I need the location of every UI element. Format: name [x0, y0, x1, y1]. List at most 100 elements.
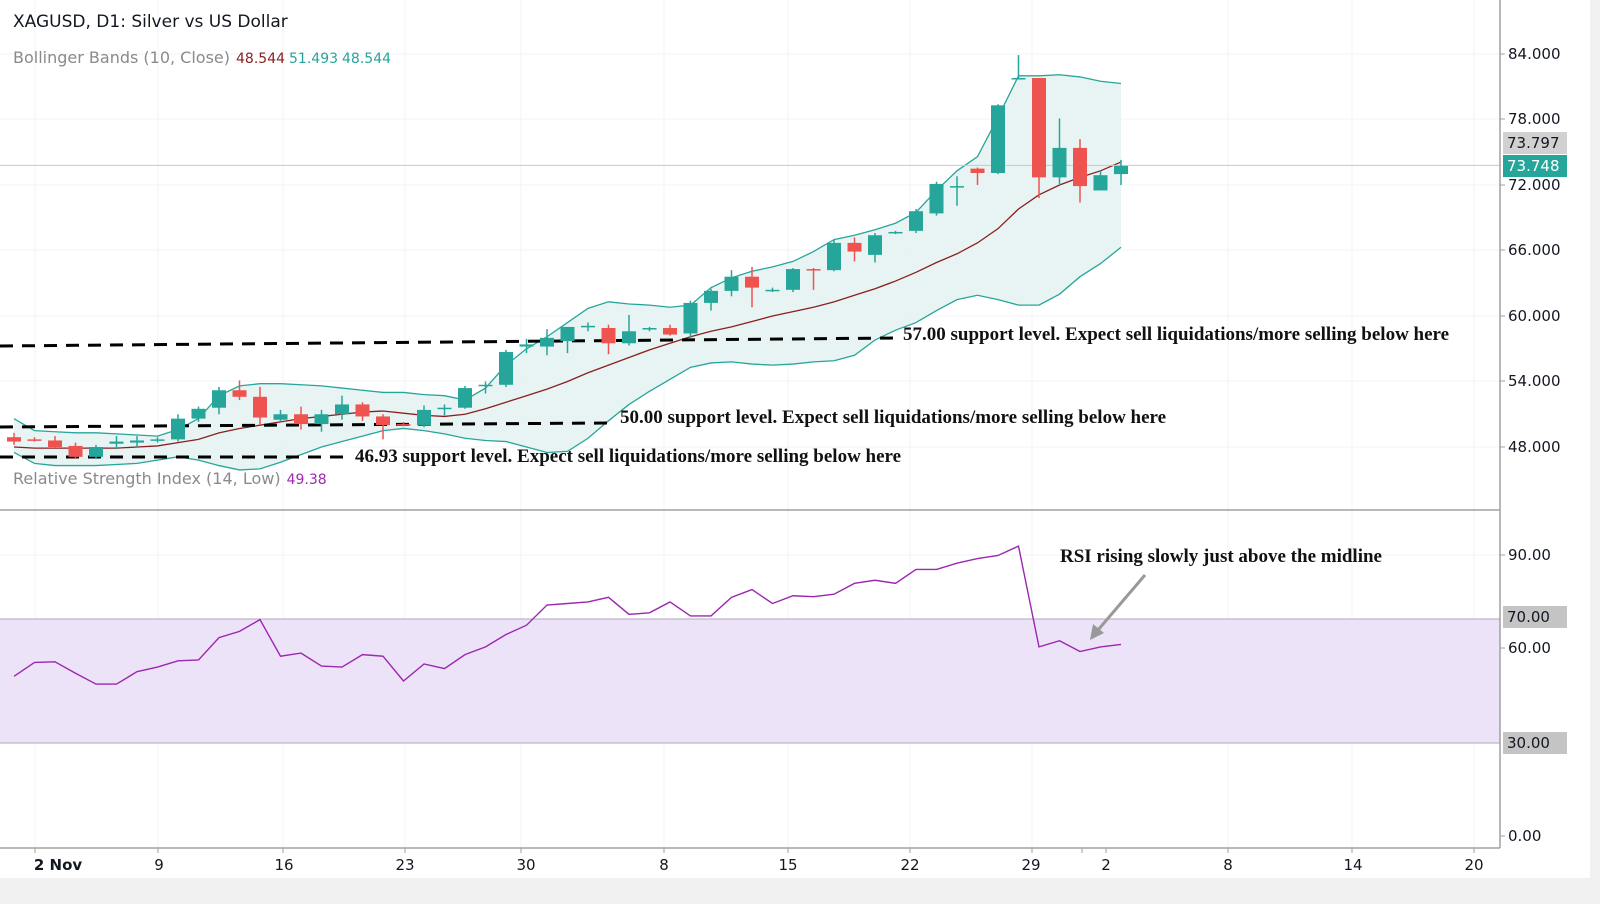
candle-body [601, 328, 616, 344]
candle-body [335, 404, 349, 415]
candle-body [1011, 78, 1026, 80]
candle-body [417, 409, 431, 426]
bollinger-upper-value: 51.493 [289, 51, 339, 67]
time-label: 22 [900, 856, 920, 874]
bottom-bar [0, 878, 1600, 904]
rsi-label: Relative Strength Index (14, Low) [13, 469, 281, 488]
candle-body [48, 440, 62, 448]
rsi-band [0, 619, 1500, 743]
candle-body [458, 388, 472, 408]
candle-body [171, 418, 185, 440]
bollinger-fill [14, 74, 1121, 470]
rsi-value: 49.38 [286, 472, 327, 488]
candle-body [396, 424, 411, 426]
annotation-support-57: 57.00 support level. Expect sell liquida… [903, 324, 1450, 345]
candle-body [683, 302, 698, 334]
candle-body [355, 404, 370, 417]
price-tick: 54.000 [1508, 372, 1561, 390]
time-label: 23 [395, 856, 415, 874]
candle-body [150, 439, 165, 441]
time-label: 29 [1021, 856, 1041, 874]
candle-body [745, 276, 759, 288]
rsi-overbought-tag: 70.00 [1503, 606, 1567, 628]
rsi-tick: 0.00 [1508, 827, 1542, 845]
time-label: 2 [1101, 856, 1111, 874]
candle-body [765, 289, 780, 292]
candle-body [212, 390, 226, 408]
candle-body [560, 326, 575, 342]
candle-body [499, 352, 513, 385]
candle-body [724, 276, 739, 291]
bollinger-basis-line [13, 161, 1122, 449]
rsi-legend[interactable]: Relative Strength Index (14, Low) 49.38 [13, 469, 327, 488]
bollinger-legend[interactable]: Bollinger Bands (10, Close) 48.544 51.493 4… [13, 48, 391, 67]
candle-body [7, 437, 21, 442]
time-label: 14 [1343, 856, 1363, 874]
support-line-57 [0, 336, 899, 348]
time-label: 2 Nov [33, 856, 83, 874]
candle-body [847, 242, 862, 252]
candle-body [109, 441, 124, 444]
time-label: 20 [1464, 856, 1484, 874]
bollinger-lower-value: 48.544 [342, 51, 392, 67]
candle-body [376, 416, 390, 426]
time-label: 8 [659, 856, 669, 874]
rsi-tick: 90.00 [1508, 546, 1551, 564]
candle-body [478, 384, 493, 387]
arrow-head-icon [1090, 624, 1104, 640]
candle-body [970, 168, 985, 173]
candle-body [1073, 147, 1087, 187]
support-line-50 [0, 421, 611, 429]
time-label: 8 [1223, 856, 1233, 874]
price-tick: 60.000 [1508, 307, 1561, 325]
candle-body [786, 269, 800, 290]
candle-body [314, 414, 329, 425]
annotation-arrow [1096, 574, 1147, 631]
time-label: 15 [778, 856, 798, 874]
rsi-oversold-tag: 30.00 [1503, 732, 1567, 754]
candle-body [909, 211, 923, 231]
time-label: 16 [274, 856, 294, 874]
candle-body [929, 183, 944, 214]
chart-title: XAGUSD, D1: Silver vs US Dollar [13, 12, 288, 32]
candle-body [191, 408, 206, 419]
reference-price-tag: 73.797 [1503, 132, 1567, 154]
candle-body [642, 328, 657, 330]
time-label: 9 [154, 856, 164, 874]
last-price-tag: 73.748 [1503, 155, 1567, 177]
candle-body [622, 331, 636, 344]
candle-body [806, 269, 821, 271]
candle-body [868, 235, 882, 255]
price-tick: 72.000 [1508, 176, 1561, 194]
rsi-line [13, 545, 1122, 685]
candle-body [1093, 175, 1108, 191]
annotation-support-50: 50.00 support level. Expect sell liquida… [620, 407, 1167, 428]
candle-body [130, 440, 144, 443]
candle-body [888, 231, 903, 234]
candle-body [540, 337, 554, 347]
annotation-rsi-note: RSI rising slowly just above the midline [1060, 546, 1382, 567]
candle-body [581, 325, 595, 328]
bollinger-label: Bollinger Bands (10, Close) [13, 48, 231, 67]
right-edge [1590, 0, 1600, 904]
candle-body [519, 344, 534, 347]
candle-body [950, 186, 964, 188]
candle-body [991, 105, 1005, 173]
candle-body [704, 290, 718, 303]
price-tick: 48.000 [1508, 438, 1561, 456]
candle-body [27, 439, 42, 441]
price-tick: 66.000 [1508, 241, 1561, 259]
candle-body [437, 407, 452, 410]
candle-body [1114, 165, 1128, 175]
annotation-support-4693: 46.93 support level. Expect sell liquida… [355, 446, 902, 467]
bollinger-lower-line [13, 246, 1122, 471]
candle-body [253, 396, 267, 418]
candle-body [89, 447, 103, 457]
candle-body [663, 328, 677, 335]
candle-body [827, 242, 841, 271]
candle-body [68, 445, 83, 457]
price-tick: 84.000 [1508, 45, 1561, 63]
price-tick: 78.000 [1508, 110, 1561, 128]
